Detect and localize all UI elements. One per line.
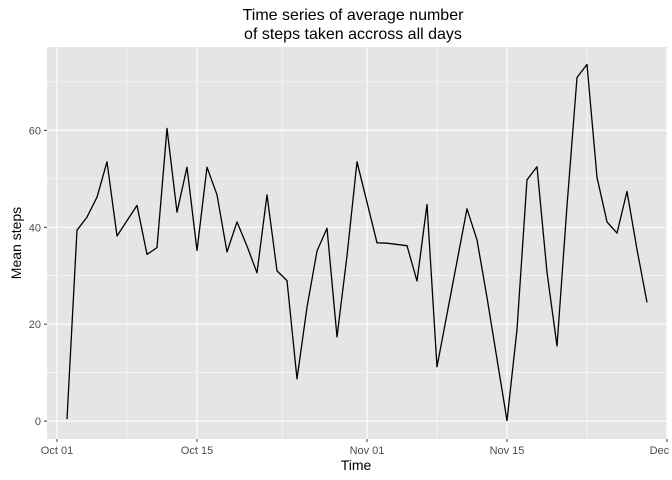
x-tick-label: Dec 01 [650,445,672,457]
x-tick-label: Nov 15 [490,445,525,457]
plot-panel [47,47,667,439]
grid-lines [47,47,668,439]
series-line [66,63,648,422]
x-axis-title: Time [341,457,372,473]
y-axis-title: Mean steps [8,207,24,279]
y-tick-label: 20 [29,319,41,331]
chart-title-line-2: of steps taken accross all days [244,26,462,43]
y-tick-label: 0 [35,416,41,428]
y-tick-label: 40 [29,222,41,234]
x-tick-label: Nov 01 [350,445,385,457]
data-marks [66,63,648,422]
x-tick-label: Oct 01 [41,445,73,457]
x-tick-label: Oct 15 [181,445,213,457]
y-tick-label: 60 [29,125,41,137]
chart-title-line-1: Time series of average number [243,7,465,24]
axis-ticks: 0 20 40 60 Oct 01 Oct 15 Nov 01 Nov 15 Dec 01 [29,125,672,457]
